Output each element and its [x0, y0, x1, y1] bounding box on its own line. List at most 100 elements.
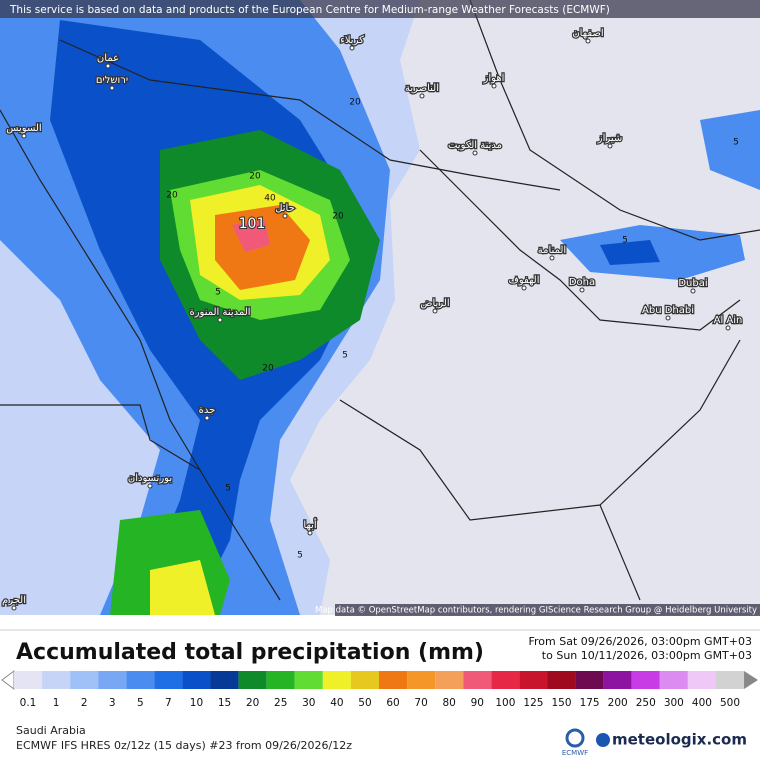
- border: [599, 504, 641, 601]
- colorbar-label: 500: [720, 697, 740, 709]
- colorbar-swatch: [182, 671, 211, 689]
- colorbar-label: 100: [495, 697, 515, 709]
- contour-label: 101: [239, 216, 266, 232]
- ecmwf-label: ECMWF: [562, 749, 588, 757]
- place-label: Al Ain: [714, 315, 743, 326]
- colorbar-label: 400: [692, 697, 712, 709]
- colorbar-label: 10: [190, 697, 203, 709]
- colorbar-arrow-right: [744, 671, 758, 689]
- place-label: شيراز: [597, 133, 623, 144]
- place-label: المنامة: [538, 245, 566, 256]
- colorbar-label: 125: [523, 697, 543, 709]
- colorbar-swatch: [463, 671, 492, 689]
- place-marker: [204, 415, 210, 421]
- colorbar-swatch: [266, 671, 295, 689]
- place-label: السويس: [6, 123, 41, 134]
- place-marker: [11, 605, 17, 611]
- colorbar-swatch: [42, 671, 71, 689]
- place-marker: [690, 288, 696, 294]
- place-marker: [472, 150, 478, 156]
- colorbar-swatch: [294, 671, 323, 689]
- colorbar-label: 40: [330, 697, 343, 709]
- colorbar-label: 0.1: [20, 697, 37, 709]
- precip-40b: [150, 560, 215, 615]
- place-label: حائل: [275, 203, 295, 214]
- colorbar-label: 150: [551, 697, 571, 709]
- place-marker: [432, 308, 438, 314]
- place-marker: [585, 38, 591, 44]
- contour-label: 5: [225, 484, 231, 494]
- coast: [469, 0, 760, 241]
- place-marker: [579, 287, 585, 293]
- brand-logo: [596, 733, 610, 747]
- colorbar-swatch: [350, 671, 379, 689]
- contour-label: 40: [264, 194, 276, 204]
- colorbar-swatch: [70, 671, 99, 689]
- colorbar-swatch: [575, 671, 604, 689]
- colorbar-label: 15: [218, 697, 231, 709]
- ecmwf-logo: [565, 728, 585, 748]
- place-label: مدينة الكويت: [448, 140, 502, 151]
- colorbar-label: 60: [386, 697, 399, 709]
- colorbar-swatch: [322, 671, 351, 689]
- colorbar-swatch: [715, 671, 745, 689]
- place-marker: [349, 45, 355, 51]
- place-marker: [109, 85, 115, 91]
- place-label: بورتسودان: [128, 473, 172, 484]
- place-marker: [282, 213, 288, 219]
- border: [339, 339, 741, 521]
- colorbar-swatch: [379, 671, 408, 689]
- contour-label: 20: [332, 212, 344, 222]
- colorbar-swatch: [687, 671, 716, 689]
- colorbar-swatch: [407, 671, 436, 689]
- colorbar-swatch: [98, 671, 127, 689]
- period-to: to Sun 10/11/2026, 03:00pm GMT+03: [542, 649, 752, 662]
- place-marker: [105, 63, 111, 69]
- contour-label: 5: [733, 138, 739, 148]
- brand: meteologix.com: [612, 731, 747, 749]
- colorbar-label: 7: [165, 697, 172, 709]
- contour-label: 20: [262, 364, 274, 374]
- place-marker: [549, 255, 555, 261]
- colorbar-label: 20: [246, 697, 259, 709]
- colorbar-swatch: [603, 671, 632, 689]
- border: [0, 404, 201, 471]
- place-marker: [665, 315, 671, 321]
- attribution-bg: [335, 604, 760, 616]
- contour-label: 20: [249, 172, 261, 182]
- contour-label: 5: [297, 551, 303, 561]
- colorbar-label: 30: [302, 697, 315, 709]
- place-marker: [419, 93, 425, 99]
- colorbar-label: 250: [636, 697, 656, 709]
- colorbar-swatch: [238, 671, 267, 689]
- place-marker: [607, 143, 613, 149]
- colorbar-label: 1: [53, 697, 60, 709]
- place-label: Doha: [569, 277, 595, 288]
- place-label: ירושלים: [96, 75, 128, 86]
- colorbar-swatch: [631, 671, 660, 689]
- colorbar-label: 175: [580, 697, 600, 709]
- colorbar-swatch: [154, 671, 183, 689]
- place-label: اصفهان: [572, 28, 603, 39]
- colorbar-arrow-left: [1, 669, 15, 691]
- place-label: الرياض: [420, 298, 449, 309]
- contour-label: 20: [349, 98, 361, 108]
- place-label: كربلاء: [340, 35, 364, 46]
- colorbar-label: 2: [81, 697, 88, 709]
- place-label: المدينة المنورة: [189, 307, 250, 318]
- contour-label: 5: [342, 351, 348, 361]
- precip-east: [700, 110, 760, 190]
- colorbar-swatch: [126, 671, 155, 689]
- place-label: اهواز: [483, 73, 505, 84]
- place-marker: [491, 83, 497, 89]
- colorbar-swatch: [659, 671, 688, 689]
- colorbar-swatch: [547, 671, 576, 689]
- colorbar-label: 3: [109, 697, 116, 709]
- map: عمان ירושלים كربلاء اصفهان اهواز الناصرية مدين…: [0, 0, 760, 616]
- place-label: الجرم: [2, 595, 26, 606]
- precip-gulf-core: [600, 240, 660, 265]
- colorbar-swatch: [491, 671, 520, 689]
- colorbar-swatch: [13, 671, 43, 689]
- colorbar-label: 25: [274, 697, 287, 709]
